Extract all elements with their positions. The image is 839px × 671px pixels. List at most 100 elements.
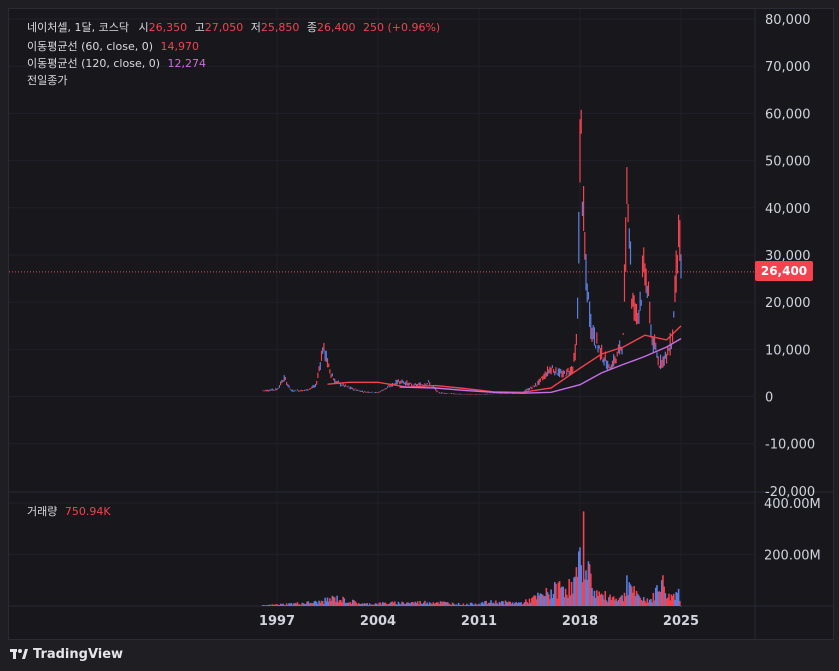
volume-bar bbox=[579, 547, 581, 606]
volume-bar bbox=[336, 595, 338, 606]
price-tick-label: 50,000 bbox=[765, 155, 811, 170]
volume-bar bbox=[403, 603, 406, 606]
close-value: 26,400 bbox=[316, 21, 356, 34]
volume-bar bbox=[272, 604, 275, 606]
volume-bar bbox=[473, 605, 475, 606]
volume-bar bbox=[564, 588, 567, 606]
volume-bar bbox=[556, 598, 558, 606]
volume-bar bbox=[561, 586, 563, 606]
volume-bar bbox=[319, 602, 322, 606]
volume-bar bbox=[456, 605, 459, 606]
ma120-value: 12,274 bbox=[167, 57, 207, 70]
volume-bar bbox=[419, 600, 421, 606]
volume-bar bbox=[359, 604, 361, 606]
volume-bar bbox=[630, 586, 633, 606]
price-tick-label: -10,000 bbox=[765, 438, 815, 453]
volume-bar bbox=[297, 604, 300, 606]
volume-bar bbox=[290, 603, 293, 606]
volume-bar bbox=[647, 602, 650, 606]
ma60-legend[interactable]: 이동평균선 (60, close, 0) 14,970 bbox=[27, 38, 199, 54]
volume-bar bbox=[406, 602, 408, 606]
volume-bar bbox=[588, 564, 591, 606]
volume-bar bbox=[539, 593, 542, 606]
tradingview-logo-icon bbox=[10, 649, 28, 659]
volume-bar bbox=[658, 591, 661, 606]
volume-bar bbox=[452, 603, 455, 606]
volume-bar bbox=[504, 600, 507, 606]
volume-bar bbox=[635, 590, 638, 606]
volume-bar bbox=[278, 605, 281, 606]
volume-bar bbox=[580, 565, 583, 606]
volume-bar bbox=[654, 587, 657, 606]
volume-bar bbox=[552, 593, 555, 606]
tradingview-logo[interactable]: TradingView bbox=[10, 645, 123, 663]
volume-bar bbox=[421, 604, 424, 606]
high-label: 고 bbox=[194, 21, 205, 34]
volume-bar bbox=[308, 603, 311, 606]
volume-bar bbox=[651, 602, 653, 606]
prev-close-legend[interactable]: 전일종가 bbox=[27, 72, 67, 88]
volume-bar bbox=[510, 603, 513, 606]
volume-tick-label: 200.00M bbox=[764, 549, 821, 564]
volume-bar bbox=[307, 601, 310, 606]
volume-bar bbox=[627, 595, 629, 606]
chart-panel[interactable]: 80,000 70,000 60,000 50,000 40,000 30,000 20,0… bbox=[8, 8, 834, 640]
volume-bar bbox=[265, 605, 267, 606]
volume-bar bbox=[641, 600, 644, 606]
volume-bar bbox=[373, 604, 376, 606]
volume-bar bbox=[527, 603, 530, 606]
volume-bar bbox=[457, 602, 460, 606]
volume-bar bbox=[289, 603, 292, 606]
volume-bar bbox=[555, 583, 557, 606]
volume-bar bbox=[605, 600, 608, 606]
open-value: 26,350 bbox=[148, 21, 188, 34]
volume-bar bbox=[426, 602, 429, 606]
volume-bar bbox=[498, 601, 501, 606]
volume-bar bbox=[444, 601, 447, 606]
volume-bar bbox=[437, 602, 439, 606]
volume-bar bbox=[479, 604, 482, 606]
volume-bar bbox=[591, 587, 593, 606]
volume-legend[interactable]: 거래량 750.94K bbox=[27, 503, 111, 519]
volume-bar bbox=[436, 602, 438, 606]
volume-bar bbox=[345, 602, 348, 606]
volume-bar bbox=[499, 602, 502, 606]
volume-tick-label: 400.00M bbox=[764, 497, 821, 512]
volume-bar bbox=[616, 601, 619, 606]
volume-bar bbox=[365, 603, 367, 606]
volume-bar bbox=[285, 603, 288, 606]
volume-bar bbox=[264, 605, 266, 606]
volume-bar bbox=[321, 601, 324, 606]
volume-bar bbox=[646, 598, 649, 606]
volume-bar bbox=[486, 604, 489, 606]
volume-bar bbox=[592, 596, 595, 606]
volume-bar bbox=[525, 599, 527, 606]
chart-canvas[interactable]: 80,000 70,000 60,000 50,000 40,000 30,000 20,0… bbox=[9, 9, 834, 640]
volume-bar bbox=[666, 597, 669, 606]
volume-bar bbox=[549, 599, 551, 606]
volume-bar bbox=[467, 604, 469, 606]
volume-bar bbox=[650, 599, 652, 606]
volume-bar bbox=[390, 601, 393, 606]
volume-bar bbox=[466, 603, 468, 606]
time-tick-label: 2004 bbox=[360, 614, 396, 629]
volume-bar bbox=[327, 601, 330, 606]
volume-bar bbox=[676, 593, 679, 606]
volume-bar bbox=[271, 604, 273, 606]
volume-bar bbox=[261, 605, 264, 606]
volume-bar bbox=[584, 579, 586, 606]
ma120-legend[interactable]: 이동평균선 (120, close, 0) 12,274 bbox=[27, 55, 206, 71]
volume-bar bbox=[660, 580, 663, 606]
volume-bar bbox=[617, 599, 620, 606]
price-tick-label: 30,000 bbox=[765, 249, 811, 264]
price-tick-label: 10,000 bbox=[765, 343, 811, 358]
volume-bar bbox=[299, 604, 301, 606]
volume-bar bbox=[497, 604, 500, 606]
price-tick-label: 40,000 bbox=[765, 202, 811, 217]
volume-bar bbox=[565, 594, 568, 606]
volume-bar bbox=[598, 591, 601, 606]
volume-bar bbox=[438, 604, 441, 606]
volume-bar bbox=[347, 602, 349, 606]
volume-bar bbox=[287, 605, 289, 606]
volume-bar bbox=[532, 596, 534, 606]
